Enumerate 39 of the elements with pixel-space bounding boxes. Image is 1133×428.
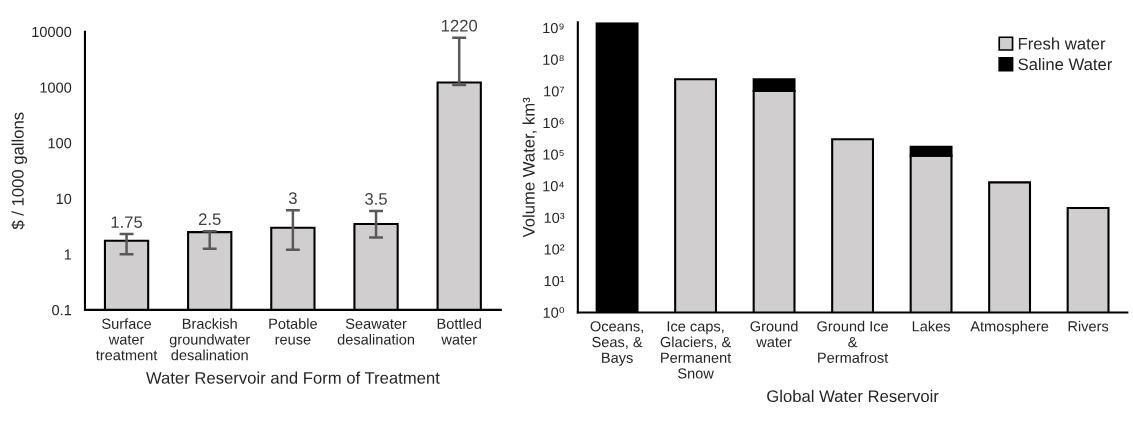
y-tick-label: 1000 xyxy=(40,82,72,93)
y-tick-label: 10¹ xyxy=(544,275,565,287)
x-tick-label: Potable reuse xyxy=(269,318,317,345)
y-tick-label: 10⁴ xyxy=(543,181,564,192)
x-tick-label: Brackish groundwater desalination xyxy=(169,318,251,361)
x-tick-label: Ground Ice & Permafrost xyxy=(817,320,889,363)
y-tick-label: 10³ xyxy=(544,212,565,223)
y-tick-label: 10² xyxy=(544,244,565,255)
x-tick-label: Surface water treatment xyxy=(95,318,158,361)
x-tick-label: Oceans, Seas, & Bays xyxy=(590,321,643,366)
x-axis-title: Water Reservoir and Form of Treatment xyxy=(146,371,440,384)
y-tick-label: 10⁵ xyxy=(543,149,564,160)
legend-label: Saline Water xyxy=(1018,57,1113,71)
data-label: 2.5 xyxy=(198,213,221,226)
y-tick-label: 10⁸ xyxy=(543,54,564,65)
x-tick-label: Atmosphere xyxy=(970,320,1049,335)
x-tick-label: Lakes xyxy=(912,320,951,332)
x-axis-title: Global Water Reservoir xyxy=(767,389,939,403)
data-label: 3.5 xyxy=(365,193,387,205)
y-axis-title: Volume Water, km³ xyxy=(522,97,537,238)
x-tick-label: Rivers xyxy=(1068,320,1109,332)
x-tick-label: Bottled water xyxy=(437,318,481,345)
y-tick-label: 10000 xyxy=(32,26,72,38)
y-tick-label: 0.1 xyxy=(52,304,72,316)
y-tick-label: 10⁰ xyxy=(543,306,565,318)
x-tick-label: Ground water xyxy=(750,320,798,348)
y-tick-label: 10⁷ xyxy=(544,86,565,97)
data-label: 1220 xyxy=(441,19,478,32)
y-tick-label: 10⁹ xyxy=(543,22,564,34)
y-tick-label: 10⁶ xyxy=(543,117,564,129)
y-tick-label: 1 xyxy=(64,249,72,260)
data-label: 3 xyxy=(288,192,297,205)
x-tick-label: Seawater desalination xyxy=(337,318,415,345)
y-tick-label: 10 xyxy=(56,193,72,205)
legend-label: Fresh water xyxy=(1018,37,1106,50)
y-tick-label: 100 xyxy=(48,138,72,149)
y-axis-title: $ / 1000 gallons xyxy=(11,112,28,230)
data-label: 1.75 xyxy=(111,216,143,229)
x-tick-label: Ice caps, Glaciers, & Permanent Snow xyxy=(660,321,732,379)
